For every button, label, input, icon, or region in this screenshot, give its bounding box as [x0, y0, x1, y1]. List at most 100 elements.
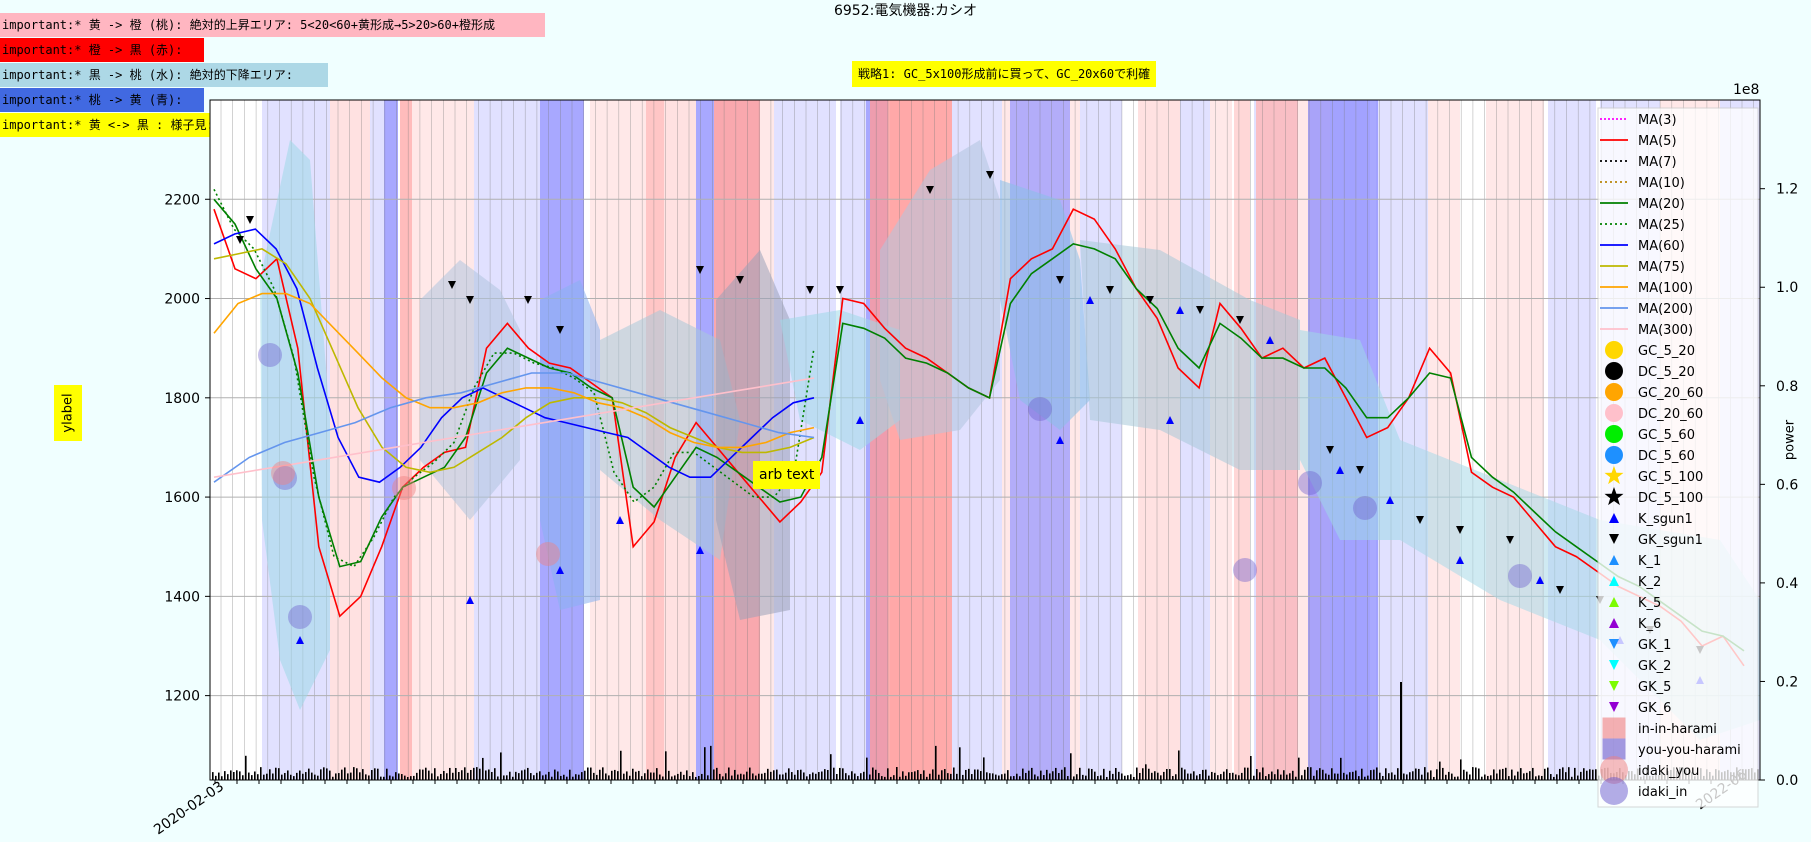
volume-bar — [272, 773, 274, 780]
legend-label: MA(100) — [1638, 281, 1693, 296]
volume-bar — [587, 767, 589, 780]
volume-bar — [1463, 769, 1465, 780]
volume-bar — [965, 769, 967, 780]
legend-label: MA(200) — [1638, 302, 1693, 317]
volume-bar — [719, 773, 721, 780]
volume-bar — [581, 772, 583, 780]
volume-bar — [1139, 772, 1141, 780]
volume-bar — [626, 771, 628, 780]
volume-bar — [707, 775, 709, 780]
volume-bar — [1562, 767, 1564, 780]
volume-bar — [1541, 775, 1543, 780]
volume-bar — [1160, 775, 1162, 780]
volume-bar — [821, 771, 823, 780]
volume-bar — [1058, 773, 1060, 780]
volume-bar — [731, 775, 733, 780]
volume-bar — [893, 775, 895, 780]
volume-bar — [632, 768, 634, 780]
gk-sgun1-marker — [1326, 446, 1334, 454]
volume-bar — [779, 774, 781, 780]
idaki-in-marker — [1298, 471, 1322, 495]
volume-bar — [278, 768, 280, 780]
gk-sgun1-marker — [448, 281, 456, 289]
volume-bar — [1511, 769, 1513, 780]
volume-bar — [1043, 775, 1045, 780]
shade-band — [1486, 100, 1544, 780]
volume-bar — [1523, 773, 1525, 780]
volume-bar — [1592, 769, 1594, 780]
volume-bar — [254, 771, 256, 780]
volume-bar — [1514, 775, 1516, 780]
legend-label: in-in-harami — [1638, 722, 1717, 737]
volume-bar — [1427, 772, 1429, 780]
volume-bar — [407, 776, 409, 780]
volume-bar — [443, 770, 445, 780]
volume-bar — [479, 768, 481, 780]
volume-bar — [806, 776, 808, 780]
shade-band — [384, 100, 398, 780]
volume-bar — [689, 776, 691, 780]
volume-bar — [296, 772, 298, 780]
volume-bar — [836, 773, 838, 780]
volume-bar — [1316, 770, 1318, 780]
volume-bar — [818, 772, 820, 780]
volume-bar — [473, 767, 475, 780]
volume-bar — [1529, 771, 1531, 780]
volume-bar — [1301, 775, 1303, 780]
volume-bar — [1004, 773, 1006, 780]
volume-bar — [665, 751, 667, 780]
volume-bar — [1433, 776, 1435, 780]
volume-bar — [605, 773, 607, 780]
legend-label: DC_5_20 — [1638, 365, 1695, 380]
legend-swatch — [1605, 362, 1623, 380]
volume-bar — [242, 775, 244, 780]
volume-bar — [1481, 776, 1483, 780]
volume-bar — [653, 772, 655, 780]
legend-label: K_1 — [1638, 554, 1661, 569]
volume-bar — [1595, 769, 1597, 780]
gk-sgun1-marker — [1356, 466, 1364, 474]
volume-bar — [815, 773, 817, 780]
volume-bar — [485, 770, 487, 780]
volume-bar — [422, 769, 424, 780]
volume-bar — [1175, 774, 1177, 780]
volume-bar — [362, 769, 364, 780]
volume-bar — [797, 770, 799, 780]
legend-swatch — [1609, 702, 1619, 712]
volume-bar — [743, 774, 745, 780]
volume-bar — [1472, 767, 1474, 780]
volume-bar — [1289, 773, 1291, 780]
volume-bar — [224, 771, 226, 780]
volume-bar — [1001, 774, 1003, 780]
volume-bar — [1034, 774, 1036, 780]
volume-bar — [1277, 769, 1279, 780]
volume-bar — [1442, 767, 1444, 780]
legend-label: you-you-harami — [1638, 743, 1741, 758]
volume-bar — [974, 769, 976, 780]
volume-bar — [1319, 768, 1321, 780]
idaki-you-marker — [271, 461, 295, 485]
volume-bar — [857, 776, 859, 780]
volume-bar — [1226, 769, 1228, 780]
gk-sgun1-marker — [926, 186, 934, 194]
volume-bar — [1487, 775, 1489, 780]
volume-bar — [1364, 776, 1366, 780]
volume-bar — [1454, 776, 1456, 780]
volume-bar — [767, 768, 769, 780]
legend-label: K_2 — [1638, 575, 1661, 590]
volume-bar — [926, 776, 928, 780]
y-tick-label: 2200 — [164, 192, 200, 208]
volume-bar — [584, 770, 586, 780]
volume-bar — [1325, 773, 1327, 780]
volume-bar — [377, 768, 379, 780]
volume-bar — [572, 776, 574, 780]
legend-label: GK_2 — [1638, 659, 1671, 674]
idaki-in-marker — [288, 605, 312, 629]
legend-label: GK_1 — [1638, 638, 1671, 653]
legend-label: DC_5_100 — [1638, 491, 1703, 506]
volume-bar — [989, 773, 991, 780]
note-2: important:* 橙 -> 黒 (赤): — [0, 38, 204, 62]
volume-bar — [560, 775, 562, 780]
volume-bar — [221, 776, 223, 780]
volume-bar — [1013, 776, 1015, 780]
